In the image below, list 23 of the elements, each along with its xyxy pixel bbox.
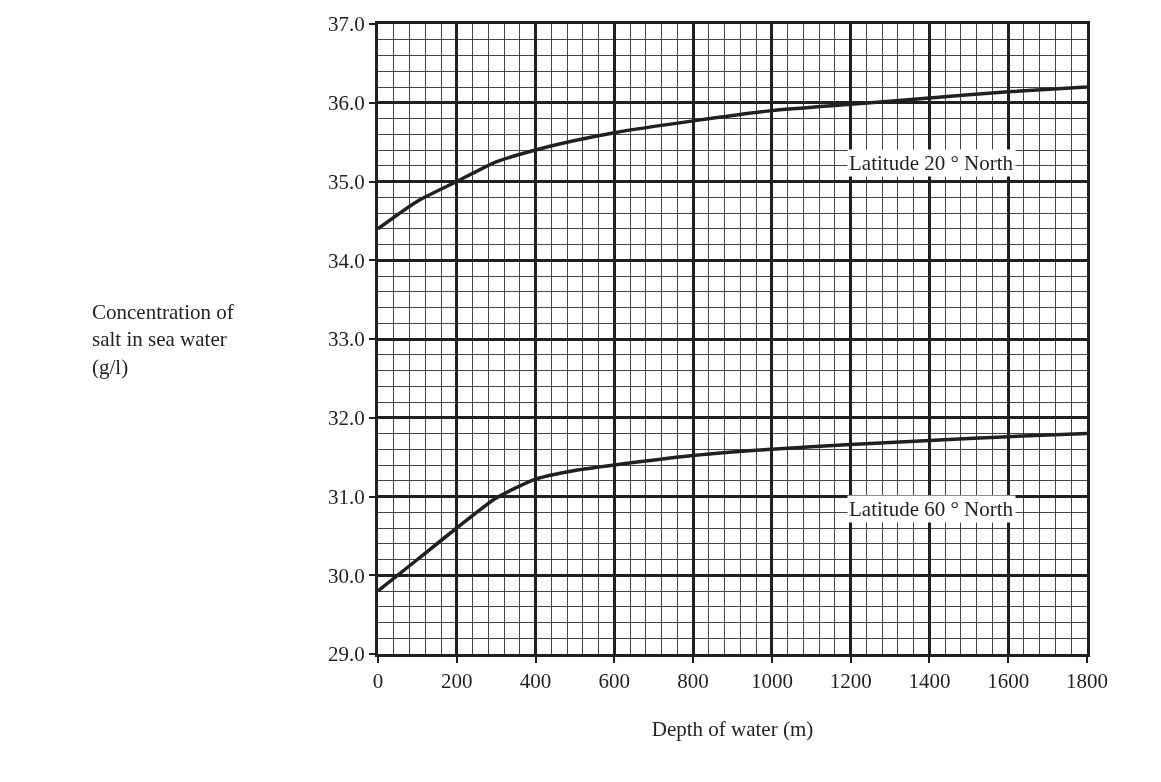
x-tick-label: 1600 (987, 669, 1030, 694)
text: Latitude 60 ° North (849, 497, 1014, 521)
y-tick-label: 36.0 (328, 91, 365, 116)
x-tick-label: 1200 (829, 669, 872, 694)
y-tick-label: 29.0 (328, 642, 365, 667)
x-tick-label: 400 (519, 669, 552, 694)
x-axis-title: Depth of water (m) (651, 717, 814, 742)
x-tick-label: 1000 (750, 669, 793, 694)
x-tick-label: 800 (677, 669, 709, 694)
text: Latitude 20 ° North (849, 151, 1014, 175)
x-tick-label: 200 (441, 669, 473, 694)
x-tick-label: 1400 (908, 669, 951, 694)
y-tick-label: 33.0 (328, 327, 365, 352)
y-tick-label: 31.0 (328, 484, 365, 509)
y-axis-title: Concentration of salt in sea water (g/l) (92, 300, 234, 379)
x-tick-label: 600 (598, 669, 631, 694)
x-tick-label: 0 (372, 669, 384, 694)
y-tick-label: 32.0 (328, 406, 365, 431)
y-tick-label: 34.0 (328, 248, 365, 273)
y-tick-label: 30.0 (328, 563, 365, 588)
y-tick-label: 37.0 (328, 12, 365, 37)
y-tick-label: 35.0 (328, 169, 365, 194)
x-tick-label: 1800 (1066, 669, 1108, 694)
